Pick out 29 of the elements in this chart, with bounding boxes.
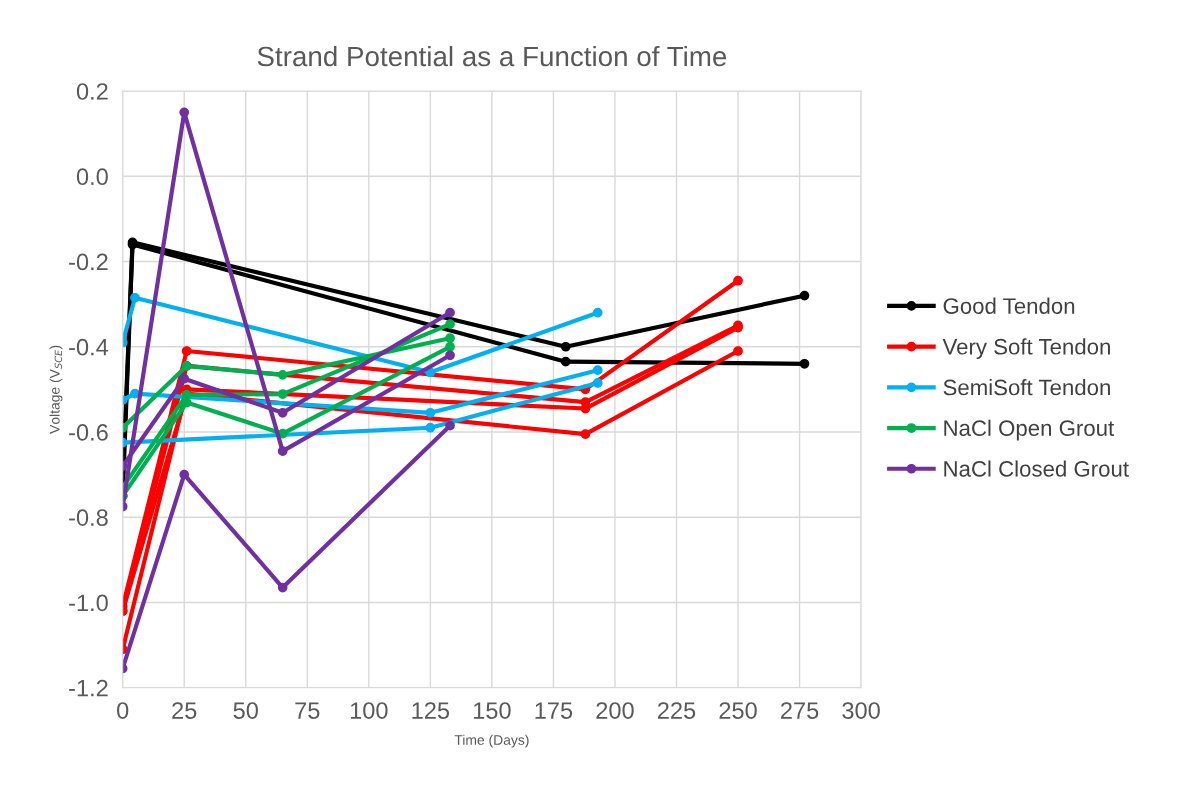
- x-tick-label: 175: [535, 702, 573, 719]
- x-tick-label: 25: [172, 702, 197, 719]
- x-tick-label: 200: [596, 702, 634, 719]
- y-tick-label: -0.6: [69, 424, 108, 441]
- y-tick-label: -1.0: [69, 594, 108, 612]
- y-tick-label: -1.2: [69, 679, 108, 697]
- x-tick-label: 300: [842, 702, 880, 719]
- y-tick-label: 0.2: [76, 83, 108, 100]
- legend-label: NaCl Closed Grout: [944, 460, 1129, 477]
- x-tick-label: 275: [781, 702, 819, 719]
- x-axis-title: Time (Days): [454, 734, 529, 748]
- x-tick-label: 225: [657, 702, 696, 719]
- x-tick-label: 50: [233, 702, 258, 719]
- legend-label: NaCl Open Grout: [944, 419, 1115, 441]
- legend-label: Good Tendon: [943, 297, 1075, 314]
- y-axis-title: Voltage (V$_{SCE}$): [49, 345, 63, 434]
- x-tick-label: 150: [473, 702, 511, 719]
- legend-label: Very Soft Tendon: [942, 338, 1110, 359]
- x-tick-label: 125: [412, 702, 450, 719]
- legend-label: SemiSoft Tendon: [943, 379, 1110, 396]
- x-tick-label: 0: [117, 702, 129, 719]
- y-tick-label: -0.4: [69, 338, 109, 356]
- x-tick-label: 250: [719, 702, 757, 719]
- y-tick-label: -0.2: [69, 253, 108, 271]
- x-tick-label: 100: [350, 702, 388, 719]
- x-tick-label: 75: [295, 702, 320, 719]
- y-tick-label: -0.8: [69, 509, 108, 526]
- y-tick-label: 0.0: [76, 168, 108, 186]
- chart-title: Strand Potential as a Function of Time: [257, 45, 727, 67]
